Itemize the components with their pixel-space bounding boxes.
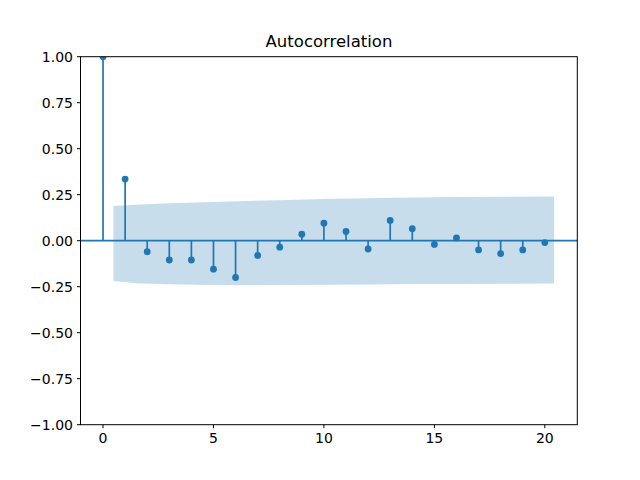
y-tick-label-−1.00: −1.00 bbox=[30, 417, 73, 433]
marker-lag-5 bbox=[210, 266, 217, 273]
marker-lag-15 bbox=[431, 241, 438, 248]
chart-title: Autocorrelation bbox=[80, 33, 578, 51]
y-tick-label-−0.25: −0.25 bbox=[30, 279, 73, 295]
y-tick-label-0.25: 0.25 bbox=[42, 187, 73, 203]
x-tick-label-5: 5 bbox=[209, 430, 218, 446]
marker-lag-7 bbox=[254, 252, 261, 259]
marker-lag-13 bbox=[387, 217, 394, 224]
y-tick-label-−0.50: −0.50 bbox=[30, 325, 73, 341]
marker-lag-14 bbox=[409, 225, 416, 232]
marker-lag-9 bbox=[298, 231, 305, 238]
x-tick-label-0: 0 bbox=[99, 430, 108, 446]
marker-lag-19 bbox=[519, 247, 526, 254]
y-tick-label-0.75: 0.75 bbox=[42, 95, 73, 111]
y-tick-label-0.00: 0.00 bbox=[42, 233, 73, 249]
y-tick-label-1.00: 1.00 bbox=[42, 49, 73, 65]
marker-lag-8 bbox=[276, 244, 283, 251]
marker-lag-10 bbox=[321, 220, 328, 227]
x-tick-label-10: 10 bbox=[315, 430, 333, 446]
marker-lag-17 bbox=[475, 247, 482, 254]
marker-lag-3 bbox=[166, 257, 173, 264]
marker-lag-12 bbox=[365, 246, 372, 253]
marker-lag-18 bbox=[497, 250, 504, 257]
marker-lag-1 bbox=[122, 176, 129, 183]
marker-lag-11 bbox=[343, 228, 350, 235]
x-tick-label-20: 20 bbox=[536, 430, 554, 446]
x-tick-label-15: 15 bbox=[425, 430, 443, 446]
figure-canvas: Autocorrelation 0 5 10 15 20 1.00 0.75 0.50 0.25… bbox=[0, 0, 640, 480]
marker-lag-6 bbox=[232, 274, 239, 281]
marker-lag-20 bbox=[541, 239, 548, 246]
marker-lag-16 bbox=[453, 235, 460, 242]
marker-lag-4 bbox=[188, 257, 195, 264]
acf-chart: 0 5 10 15 20 1.00 0.75 0.50 0.25 0.00 −0.25 −0.50 −0… bbox=[0, 0, 640, 480]
y-tick-label-0.50: 0.50 bbox=[42, 141, 73, 157]
y-tick-label-−0.75: −0.75 bbox=[30, 371, 73, 387]
marker-lag-2 bbox=[144, 248, 151, 255]
